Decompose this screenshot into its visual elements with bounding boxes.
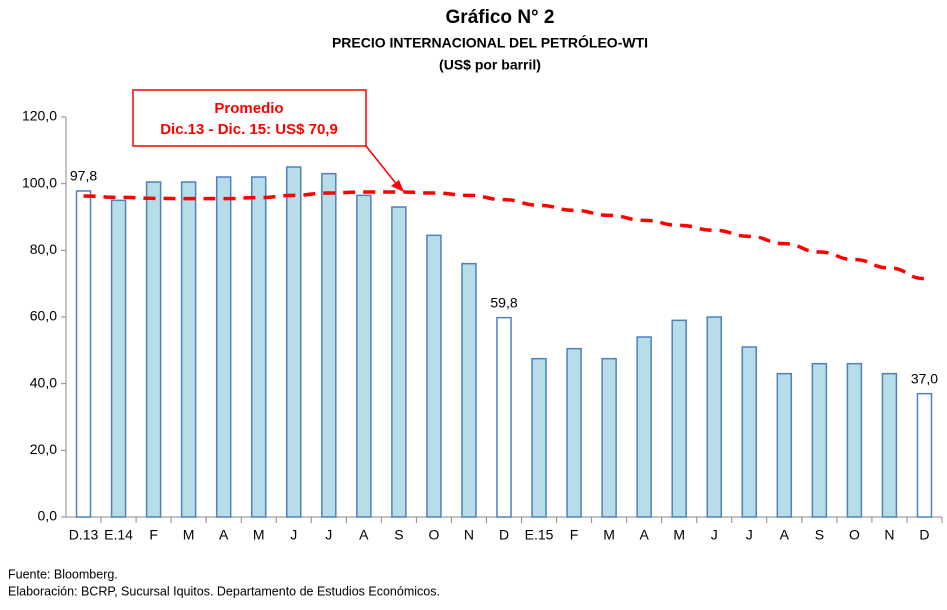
annotation-box <box>132 89 367 147</box>
bar <box>636 336 652 518</box>
x-tick-label: J <box>711 527 718 543</box>
y-tick-label: 60,0 <box>30 308 57 324</box>
bar <box>496 316 512 518</box>
bar <box>110 199 127 518</box>
y-tick-label: 100,0 <box>22 174 57 190</box>
x-tick-label: A <box>219 527 229 543</box>
bar <box>426 234 442 518</box>
x-tick-label: D <box>919 527 929 543</box>
x-tick-label: M <box>673 527 685 543</box>
value-label: 37,0 <box>911 370 938 386</box>
bar <box>286 166 302 518</box>
x-tick-label: A <box>780 527 790 543</box>
bar <box>461 262 477 518</box>
x-tick-label: F <box>570 527 579 543</box>
x-tick-label: O <box>849 527 860 543</box>
value-label: 59,8 <box>490 294 517 310</box>
value-label: 97,8 <box>70 168 97 184</box>
annotation: Promedio <box>214 100 283 117</box>
x-tick-label: A <box>639 527 649 543</box>
bar <box>811 362 828 518</box>
x-tick-label: S <box>394 527 403 543</box>
x-tick-label: N <box>884 527 894 543</box>
footnote: Elaboración: BCRP, Sucursal Iquitos. Dep… <box>8 584 440 598</box>
arrow-head <box>391 180 404 192</box>
bar <box>531 357 547 518</box>
chart-subtitle: (US$ por barril) <box>439 57 541 73</box>
footnote: Fuente: Bloomberg. <box>8 567 118 581</box>
bar <box>75 190 92 518</box>
bar <box>846 362 863 518</box>
y-tick-label: 40,0 <box>30 374 57 390</box>
bar <box>881 372 898 518</box>
x-tick-label: F <box>149 527 158 543</box>
x-tick-label: M <box>183 527 195 543</box>
bar <box>250 176 267 518</box>
chart-title: Gráfico N° 2 <box>446 7 555 28</box>
bar <box>180 181 197 518</box>
x-tick-label: J <box>290 527 297 543</box>
x-tick-label: M <box>253 527 265 543</box>
bar <box>741 346 758 518</box>
y-tick-label: 0,0 <box>38 508 58 524</box>
y-tick-label: 20,0 <box>30 441 57 457</box>
bar <box>215 176 232 518</box>
bar <box>706 316 722 518</box>
bar <box>601 357 617 518</box>
average-line <box>83 190 925 281</box>
annotation: Dic.13 - Dic. 15: US$ 70,9 <box>160 121 338 138</box>
x-tick-label: E.14 <box>104 527 133 543</box>
bar <box>776 372 793 518</box>
x-tick-label: E.15 <box>525 527 554 543</box>
bar <box>145 181 162 518</box>
y-tick-label: 120,0 <box>22 108 57 124</box>
annotation-arrow <box>365 145 399 187</box>
x-tick-label: A <box>359 527 369 543</box>
x-tick-label: M <box>603 527 615 543</box>
bar <box>566 347 582 518</box>
x-tick-label: D <box>499 527 509 543</box>
bar <box>321 172 337 518</box>
y-tick-label: 80,0 <box>30 241 57 257</box>
x-tick-label: S <box>815 527 824 543</box>
x-tick-label: D.13 <box>69 527 99 543</box>
bar <box>671 319 687 518</box>
chart-subtitle: PRECIO INTERNACIONAL DEL PETRÓLEO-WTI <box>332 34 648 51</box>
bar <box>356 194 372 518</box>
x-tick-label: N <box>464 527 474 543</box>
x-tick-label: J <box>746 527 753 543</box>
x-tick-label: O <box>428 527 439 543</box>
bar <box>916 392 933 518</box>
bar <box>391 206 407 518</box>
x-tick-label: J <box>325 527 332 543</box>
